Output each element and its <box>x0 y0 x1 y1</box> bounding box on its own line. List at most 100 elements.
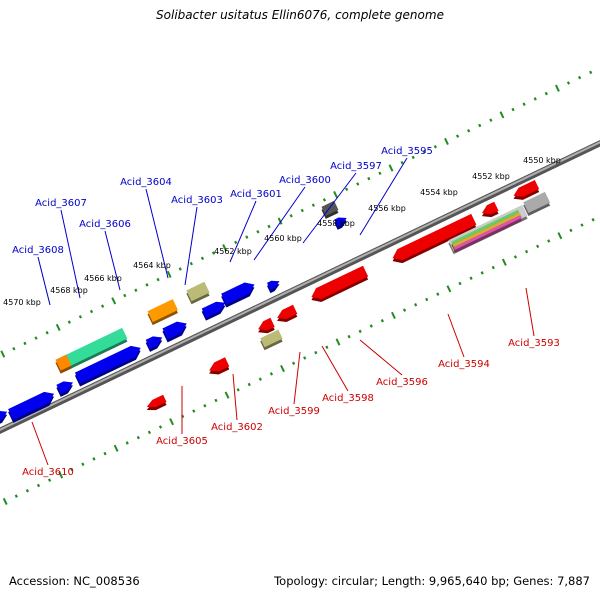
ruler-label: 4562 kbp <box>214 247 252 256</box>
gene-label-forward: Acid_3607 <box>35 198 87 209</box>
gene-label-reverse: Acid_3596 <box>376 377 428 388</box>
leader-line <box>145 188 169 279</box>
gene-multi-pink <box>453 215 522 250</box>
tick-mark <box>522 102 526 106</box>
gene-multi-pink-shadow <box>453 218 522 253</box>
label-leader-lines <box>31 157 535 466</box>
tick-mark <box>147 430 152 435</box>
gene-fwd-a <box>0 410 8 421</box>
tick-mark <box>47 478 52 482</box>
tick-mark <box>145 283 149 287</box>
tick-mark <box>455 134 460 138</box>
tick-mark <box>480 271 484 275</box>
tick-mark <box>123 293 127 298</box>
tick-mark <box>422 150 426 154</box>
ruler-label: 4570 kbp <box>3 298 41 307</box>
tick-mark <box>501 258 507 266</box>
tick-mark <box>511 107 515 112</box>
tick-mark <box>92 457 96 461</box>
genome-backbone <box>0 139 600 435</box>
tick-mark <box>134 288 138 292</box>
gene-orange <box>147 299 178 323</box>
leader-line <box>104 230 121 291</box>
tick-mark <box>245 235 249 239</box>
tick-mark <box>103 451 107 456</box>
gene-label-reverse: Acid_3594 <box>438 359 490 370</box>
tick-mark <box>258 377 262 381</box>
tick-mark <box>458 281 462 286</box>
gene-orange-small <box>55 354 72 371</box>
gene-rev-g <box>392 213 477 261</box>
gene-fwd-d <box>74 345 141 384</box>
tick-mark <box>200 256 205 261</box>
tick-mark <box>267 224 271 229</box>
tick-mark <box>111 297 117 305</box>
tick-mark <box>444 137 449 146</box>
tick-mark <box>89 309 94 314</box>
gene-label-forward: Acid_3606 <box>79 219 131 230</box>
tick-mark <box>369 324 373 328</box>
tick-mark <box>391 311 396 319</box>
gene-fwd-c <box>56 381 73 394</box>
tick-mark <box>178 267 182 271</box>
tick-mark <box>325 345 329 350</box>
tick-mark <box>533 97 537 101</box>
tick-mark <box>414 303 418 307</box>
tick-mark <box>402 308 407 312</box>
leader-line <box>447 313 465 358</box>
tick-mark <box>192 409 196 413</box>
gene-label-reverse: Acid_3593 <box>508 338 560 349</box>
tick-mark <box>411 155 415 160</box>
ruler-label: 4550 kbp <box>523 156 561 165</box>
tick-mark <box>113 444 119 452</box>
tick-mark <box>70 467 74 472</box>
tick-mark <box>136 435 140 440</box>
tick-mark <box>367 176 371 181</box>
tick-mark <box>436 292 440 296</box>
tick-mark <box>25 489 29 493</box>
gene-label-reverse: Acid_3602 <box>211 422 263 433</box>
tick-mark <box>378 171 382 176</box>
tick-mark <box>81 462 85 466</box>
gene-khaki <box>186 281 210 302</box>
gene-dark <box>321 200 339 216</box>
tick-mark <box>303 356 307 360</box>
tick-mark <box>589 70 593 75</box>
leader-line <box>60 209 81 299</box>
tick-mark <box>45 331 49 335</box>
tick-mark <box>67 320 71 324</box>
gene-labels: Acid_3608 Acid_3607 Acid_3606 Acid_3604 Acid… <box>12 146 560 478</box>
gene-khaki-rev <box>260 329 283 348</box>
map-title: Solibacter usitatus Ellin6076, complete … <box>156 8 444 22</box>
tick-mark <box>580 223 584 227</box>
tick-mark <box>224 391 230 399</box>
tick-mark <box>524 249 529 254</box>
gene-label-forward: Acid_3608 <box>12 245 64 256</box>
gene-gray-right <box>523 191 551 214</box>
tick-mark <box>566 81 571 85</box>
tick-mark <box>125 441 129 445</box>
tick-mark <box>247 382 251 387</box>
ruler-label: 4558 kbp <box>317 219 355 228</box>
tick-mark <box>189 261 193 266</box>
ruler-label: 4554 kbp <box>420 188 458 197</box>
tick-mark <box>478 123 482 128</box>
gene-rev-f <box>311 265 369 299</box>
ruler-label: 4566 kbp <box>84 274 122 283</box>
tick-mark <box>222 244 228 252</box>
tick-mark <box>536 244 540 249</box>
tick-mark <box>166 270 172 278</box>
ruler-label: 4556 kbp <box>368 204 406 213</box>
tick-mark <box>300 208 304 213</box>
tick-mark <box>358 329 362 334</box>
tick-mark <box>0 350 6 358</box>
tick-mark <box>322 198 327 202</box>
tick-mark <box>311 203 315 207</box>
gene-fwd-e <box>145 336 163 349</box>
gene-label-forward: Acid_3601 <box>230 189 282 200</box>
gene-fwd-f <box>162 321 187 340</box>
tick-mark <box>58 471 64 479</box>
tick-mark <box>491 265 495 270</box>
tick-mark <box>554 84 560 92</box>
tick-mark <box>211 251 216 255</box>
